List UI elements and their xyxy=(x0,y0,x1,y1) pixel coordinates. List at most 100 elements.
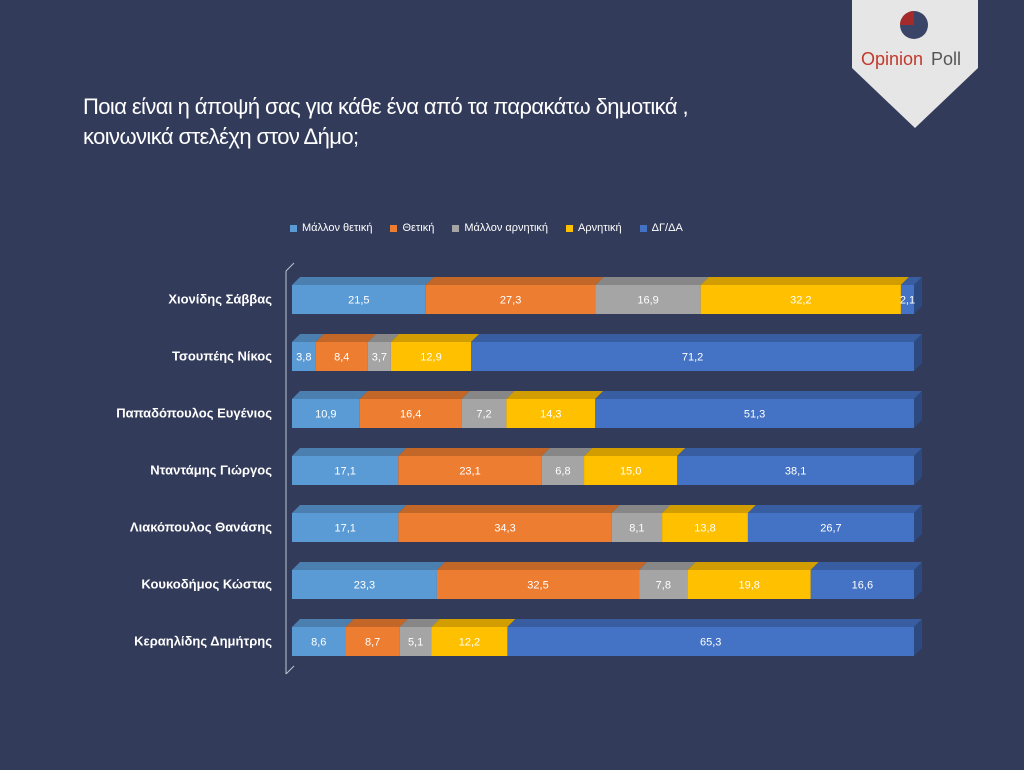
bar-segment xyxy=(700,285,901,314)
chart-legend: Μάλλον θετική Θετική Μάλλον αρνητική Αρνητι… xyxy=(290,218,683,238)
data-label: 17,1 xyxy=(334,466,355,478)
bar-top-face xyxy=(700,277,909,285)
bar-segment xyxy=(398,456,542,485)
data-label: 14,3 xyxy=(540,409,561,421)
legend-swatch xyxy=(290,224,297,232)
category-label: Λιακόπουλος Θανάσης xyxy=(130,520,272,535)
bar-top-face xyxy=(399,619,440,627)
data-label: 21,5 xyxy=(348,295,369,307)
bar-segment xyxy=(639,570,688,599)
legend-label: Θετική xyxy=(402,222,435,234)
chart-title: Ποια είναι η άποψή σας για κάθε ένα από … xyxy=(83,92,803,152)
bar-side-face xyxy=(914,562,922,599)
bar-segment xyxy=(687,570,811,599)
bar-top-face xyxy=(584,448,686,456)
data-label: 8,7 xyxy=(365,637,380,649)
data-label: 12,9 xyxy=(420,352,441,364)
data-label: 65,3 xyxy=(700,637,721,649)
bar-side-face xyxy=(914,505,922,542)
bar-segment xyxy=(315,342,368,371)
data-label: 34,3 xyxy=(494,523,515,535)
bar-segment xyxy=(900,285,914,314)
bar-top-face xyxy=(390,334,480,342)
axis-depth-bottom xyxy=(285,665,295,675)
data-label: 32,5 xyxy=(527,580,548,592)
bar-side-face xyxy=(914,277,922,314)
bar-side-face xyxy=(914,391,922,428)
bar-segment xyxy=(425,285,596,314)
data-label: 71,2 xyxy=(682,352,703,364)
legend-swatch xyxy=(566,224,574,232)
data-label: 10,9 xyxy=(315,409,336,421)
bar-segment xyxy=(292,570,437,599)
data-label: 2,1 xyxy=(900,295,915,307)
bar-top-face xyxy=(292,391,368,399)
category-label: Χιονίδης Σάββας xyxy=(168,292,272,307)
data-label: 23,1 xyxy=(459,466,480,478)
bar-segment xyxy=(507,627,914,656)
legend-item-0: Μάλλον θετική xyxy=(290,222,372,234)
bar-segment xyxy=(292,399,360,428)
bar-top-face xyxy=(747,505,922,513)
bar-segment xyxy=(810,570,914,599)
bar-segment xyxy=(611,513,663,542)
bar-top-face xyxy=(541,448,593,456)
bar-top-face xyxy=(398,505,620,513)
data-label: 17,1 xyxy=(334,523,355,535)
bar-top-face xyxy=(662,505,756,513)
bar-segment xyxy=(584,456,678,485)
bar-top-face xyxy=(595,277,709,285)
chart-title-line-2: κοινωνικά στελέχη στον Δήμο; xyxy=(83,124,359,149)
bar-top-face xyxy=(677,448,922,456)
bar-segment xyxy=(399,627,432,656)
bar-segment xyxy=(662,513,748,542)
bar-top-face xyxy=(810,562,922,570)
data-label: 38,1 xyxy=(785,466,806,478)
data-label: 23,3 xyxy=(354,580,375,592)
logo-text-opinion: Opinion xyxy=(861,49,923,69)
category-label: Τσουπέης Νίκος xyxy=(172,349,272,364)
bar-segment xyxy=(398,513,612,542)
data-label: 8,1 xyxy=(629,523,644,535)
data-label: 32,2 xyxy=(790,295,811,307)
data-label: 13,8 xyxy=(694,523,715,535)
bar-top-face xyxy=(461,391,515,399)
bar-segment xyxy=(359,399,462,428)
bar-segment xyxy=(292,342,316,371)
category-label: Κουκοδήμος Κώστας xyxy=(141,577,272,592)
category-label: Κεραηλίδης Δημήτρης xyxy=(134,634,272,649)
bar-top-face xyxy=(292,505,407,513)
bar-top-face xyxy=(595,391,922,399)
bar-top-face xyxy=(507,619,922,627)
bar-top-face xyxy=(687,562,819,570)
bar-segment xyxy=(677,456,914,485)
data-label: 7,8 xyxy=(656,580,671,592)
bar-top-face xyxy=(506,391,604,399)
data-label: 8,4 xyxy=(334,352,349,364)
opinionpoll-logo: Opinion Poll xyxy=(850,0,980,130)
legend-label: ΔΓ/ΔΑ xyxy=(651,222,683,234)
data-label: 7,2 xyxy=(476,409,491,421)
bar-segment xyxy=(292,285,426,314)
bar-segment xyxy=(595,399,914,428)
bar-segment xyxy=(747,513,914,542)
data-label: 26,7 xyxy=(820,523,841,535)
legend-item-1: Θετική xyxy=(390,222,434,234)
logo-pie-red xyxy=(900,11,914,25)
legend-item-4: ΔΓ/ΔΑ xyxy=(639,222,683,234)
bar-segment xyxy=(292,456,399,485)
legend-label: Μάλλον αρνητική xyxy=(464,222,549,234)
data-label: 16,6 xyxy=(852,580,873,592)
chart-title-line-1: Ποια είναι η άποψή σας για κάθε ένα από … xyxy=(83,94,689,119)
legend-swatch xyxy=(452,224,460,232)
bar-top-face xyxy=(359,391,470,399)
bar-top-face xyxy=(292,448,407,456)
bar-top-face xyxy=(292,562,445,570)
bar-top-face xyxy=(425,277,604,285)
axis-depth-top xyxy=(285,262,295,272)
bar-side-face xyxy=(914,334,922,371)
bar-top-face xyxy=(471,334,922,342)
bar-segment xyxy=(471,342,914,371)
data-label: 19,8 xyxy=(738,580,759,592)
